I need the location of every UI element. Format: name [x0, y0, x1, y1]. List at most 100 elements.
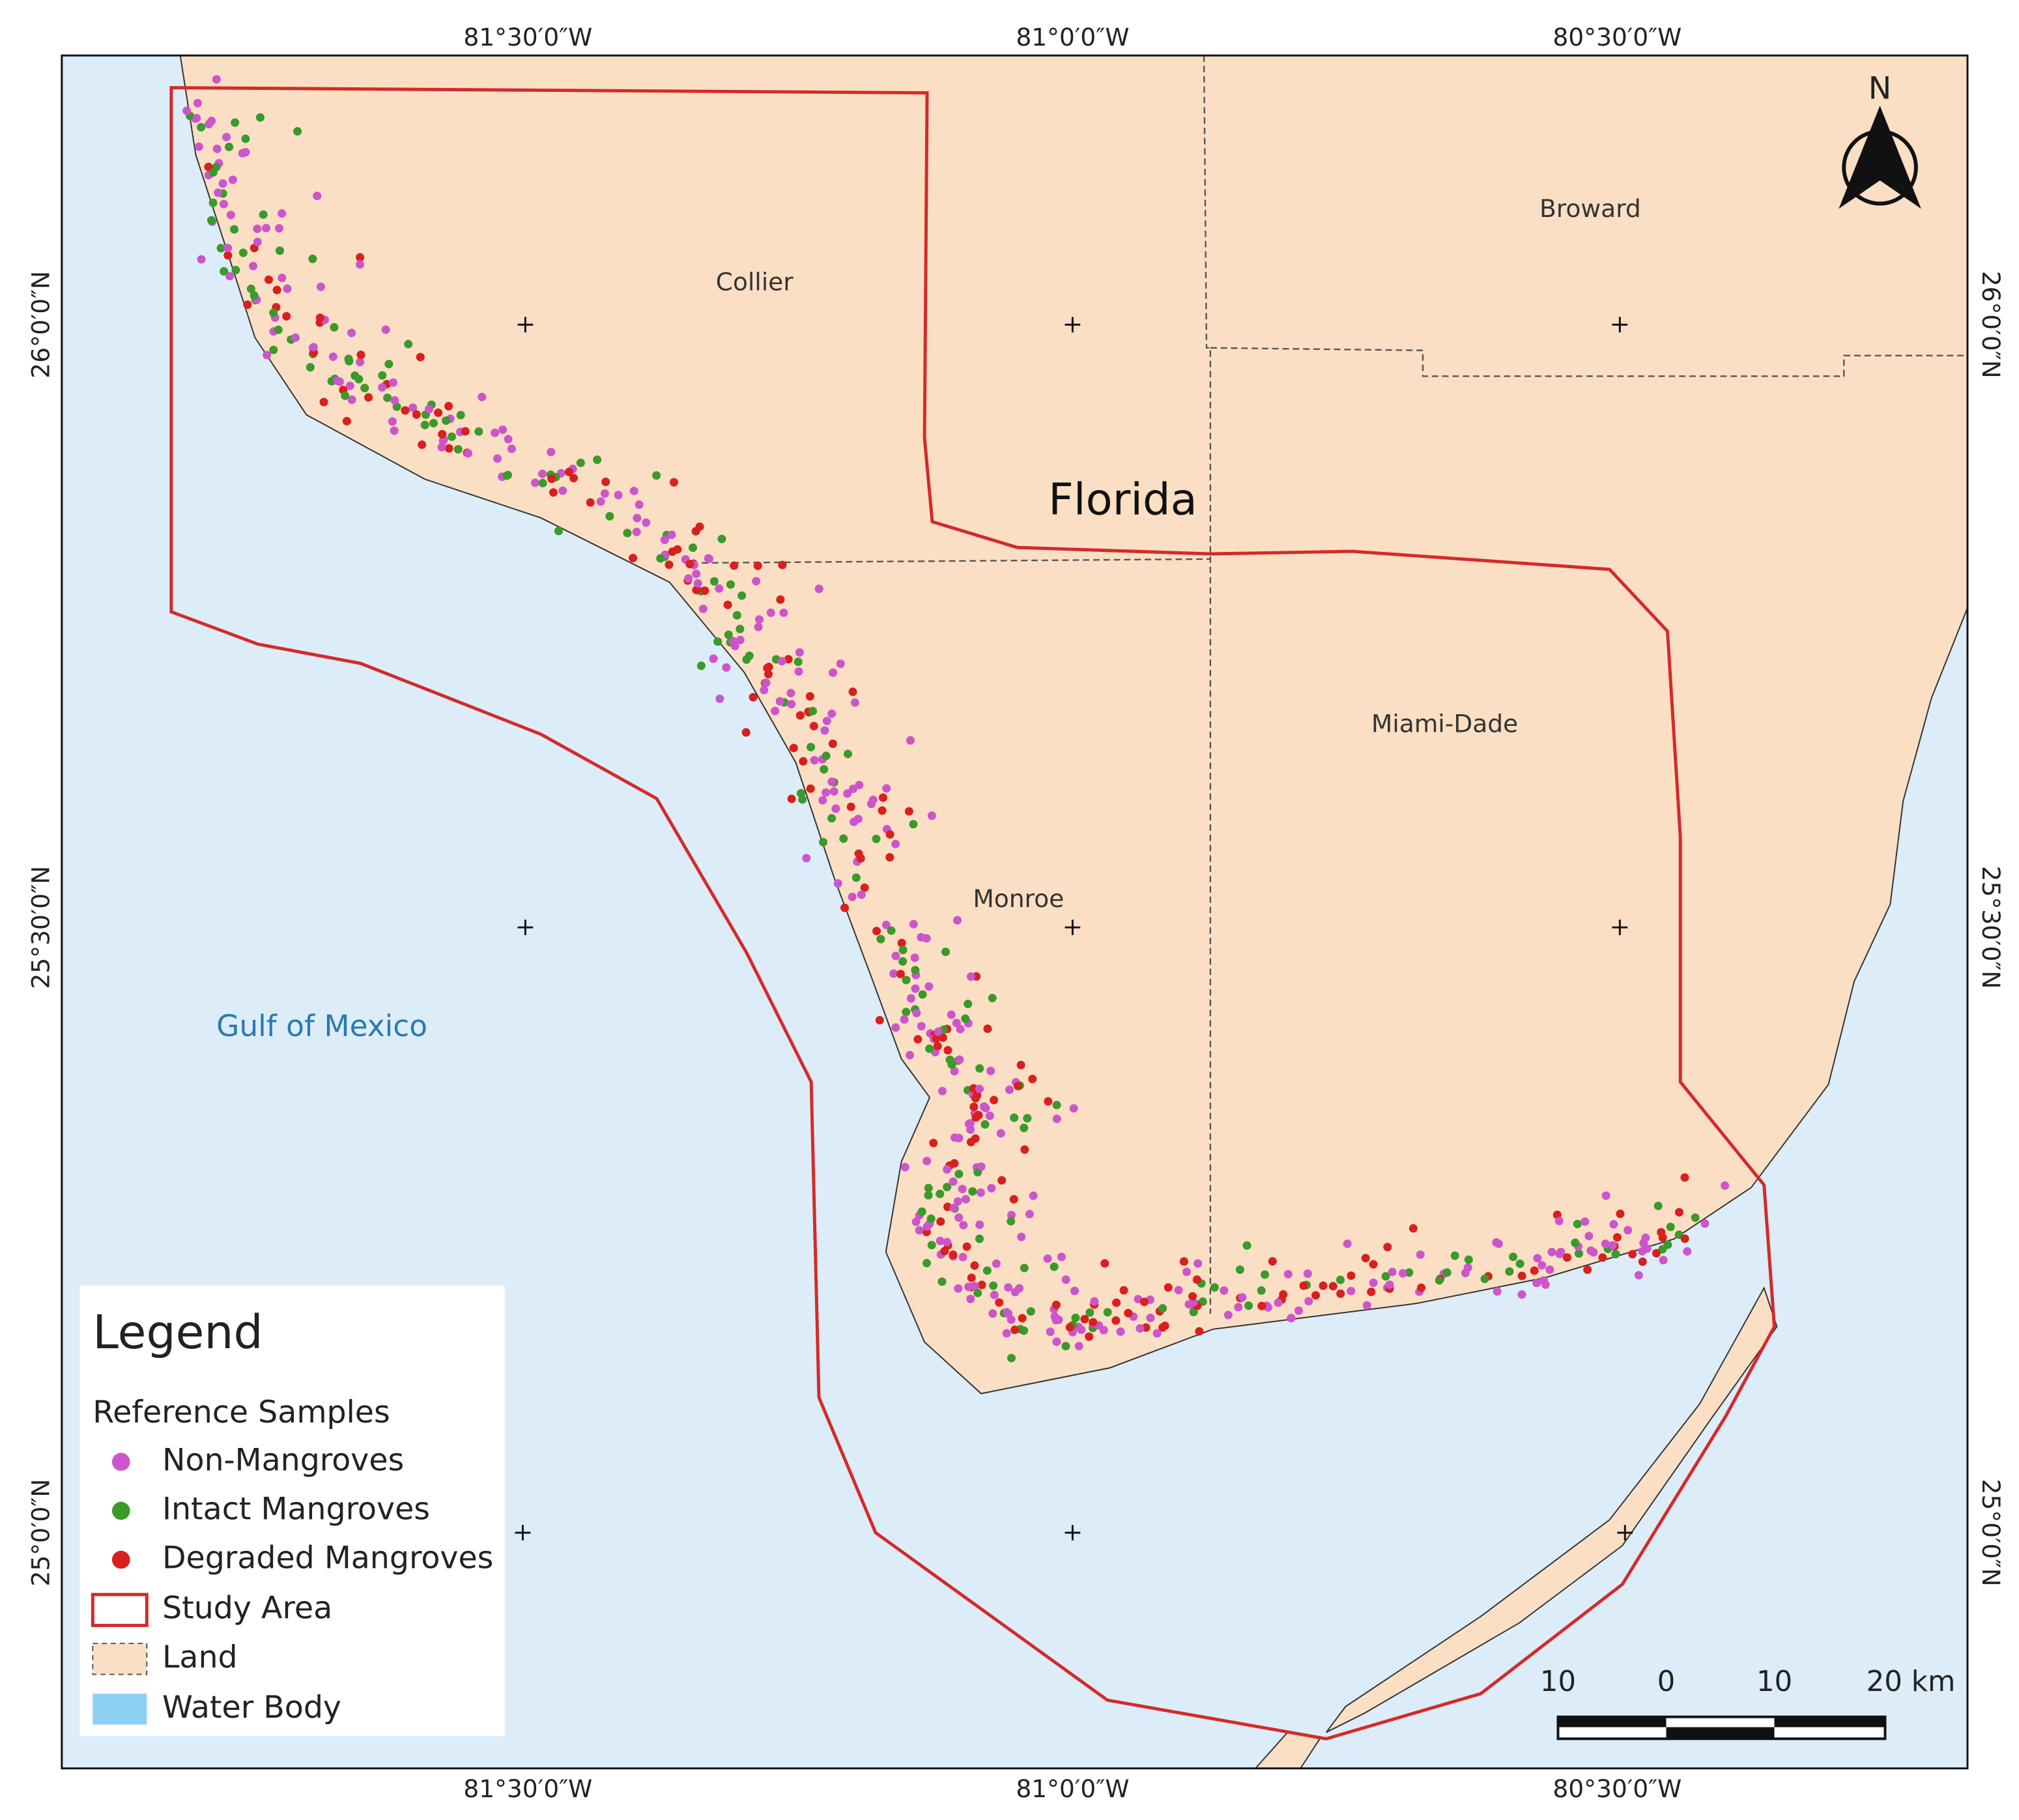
sample-point [1555, 1249, 1564, 1258]
sample-point [947, 1060, 956, 1069]
sample-point [1007, 1217, 1016, 1226]
sample-point [274, 325, 283, 334]
sample-point [1224, 1310, 1233, 1320]
sample-point [966, 1294, 975, 1303]
sample-point [1383, 1243, 1392, 1252]
sample-point [917, 1207, 926, 1216]
sample-point [1515, 1259, 1525, 1268]
legend-symbol [93, 1694, 147, 1725]
sample-point [724, 630, 733, 639]
coord-label: 26°0′0″N [1977, 271, 2005, 379]
sample-point [596, 497, 605, 506]
sample-point [924, 982, 934, 991]
legend-label: Study Area [162, 1591, 332, 1626]
sample-point [943, 1046, 952, 1055]
sample-point [283, 284, 292, 293]
sample-point [992, 1259, 1001, 1268]
sample-point [1388, 1267, 1397, 1277]
sample-point [902, 975, 911, 985]
sample-point [897, 938, 906, 947]
place-label: Monroe [973, 884, 1064, 913]
sample-point [749, 693, 758, 702]
sample-point [226, 210, 235, 220]
sample-point [776, 595, 785, 604]
sample-point [1416, 1250, 1425, 1259]
sample-point [315, 313, 324, 323]
coord-label: 25°30′0″N [1977, 866, 2005, 989]
sample-point [1624, 1226, 1633, 1235]
sample-point [850, 698, 859, 707]
sample-point [988, 994, 997, 1003]
scale-label: 10 [1756, 1666, 1792, 1698]
sample-point [1634, 1271, 1643, 1280]
sample-point [789, 744, 798, 753]
sample-point [927, 1241, 936, 1250]
sample-point [1009, 1194, 1018, 1204]
sample-point [600, 489, 609, 498]
sample-point [911, 984, 920, 993]
sample-point [787, 700, 796, 709]
sample-point [1612, 1233, 1622, 1242]
sample-point [855, 781, 864, 790]
sample-point [1480, 1275, 1489, 1284]
sample-point [954, 1213, 964, 1222]
sample-point [868, 795, 878, 805]
sample-point [404, 339, 413, 349]
sample-point [728, 637, 737, 646]
sample-point [225, 272, 235, 281]
sample-point [1641, 1233, 1650, 1243]
sample-point [1680, 1234, 1689, 1243]
sample-point [1090, 1297, 1099, 1306]
sample-point [943, 1165, 952, 1174]
sample-point [614, 491, 623, 500]
sample-point [633, 513, 642, 523]
sample-points [182, 75, 1730, 1363]
sample-point [1103, 1308, 1112, 1317]
sample-point [416, 353, 425, 362]
sample-point [263, 351, 272, 360]
sample-point [1146, 1313, 1155, 1322]
sample-point [269, 308, 278, 317]
sample-point [1442, 1268, 1452, 1277]
sample-point [218, 179, 227, 188]
sample-point [822, 751, 831, 760]
sample-point [351, 371, 360, 381]
sample-point [1464, 1255, 1473, 1264]
sample-point [1279, 1290, 1288, 1299]
sample-point [1657, 1228, 1666, 1237]
sample-point [418, 440, 427, 449]
sample-point [966, 1125, 975, 1134]
sample-point [989, 1281, 998, 1290]
sample-point [924, 1183, 933, 1192]
sample-point [1234, 1303, 1243, 1312]
sample-point [502, 471, 511, 480]
sample-point [887, 926, 896, 935]
sample-point [1020, 1264, 1029, 1273]
sample-point [1274, 1298, 1283, 1307]
sample-point [564, 467, 573, 476]
sample-point [309, 343, 318, 352]
sample-point [474, 427, 483, 436]
sample-point [822, 716, 831, 725]
sample-point [447, 432, 457, 441]
sample-point [911, 1217, 921, 1226]
sample-point [1007, 1211, 1016, 1220]
sample-point [997, 1176, 1007, 1185]
sample-point [911, 966, 920, 975]
sample-point [1283, 1269, 1293, 1278]
sample-point [378, 383, 387, 392]
sample-point [437, 442, 446, 452]
sample-point [1666, 1222, 1675, 1232]
sample-point [1238, 1293, 1247, 1302]
sample-point [1018, 1314, 1027, 1323]
sample-point [1089, 1318, 1098, 1327]
sample-point [828, 739, 837, 748]
sample-point [1304, 1297, 1313, 1306]
sample-point [220, 267, 229, 276]
sample-point [943, 1183, 952, 1192]
sample-point [848, 784, 857, 794]
legend-label: Land [162, 1639, 238, 1675]
sample-point [742, 655, 751, 664]
sample-point [1584, 1232, 1594, 1241]
sample-point [692, 570, 701, 579]
